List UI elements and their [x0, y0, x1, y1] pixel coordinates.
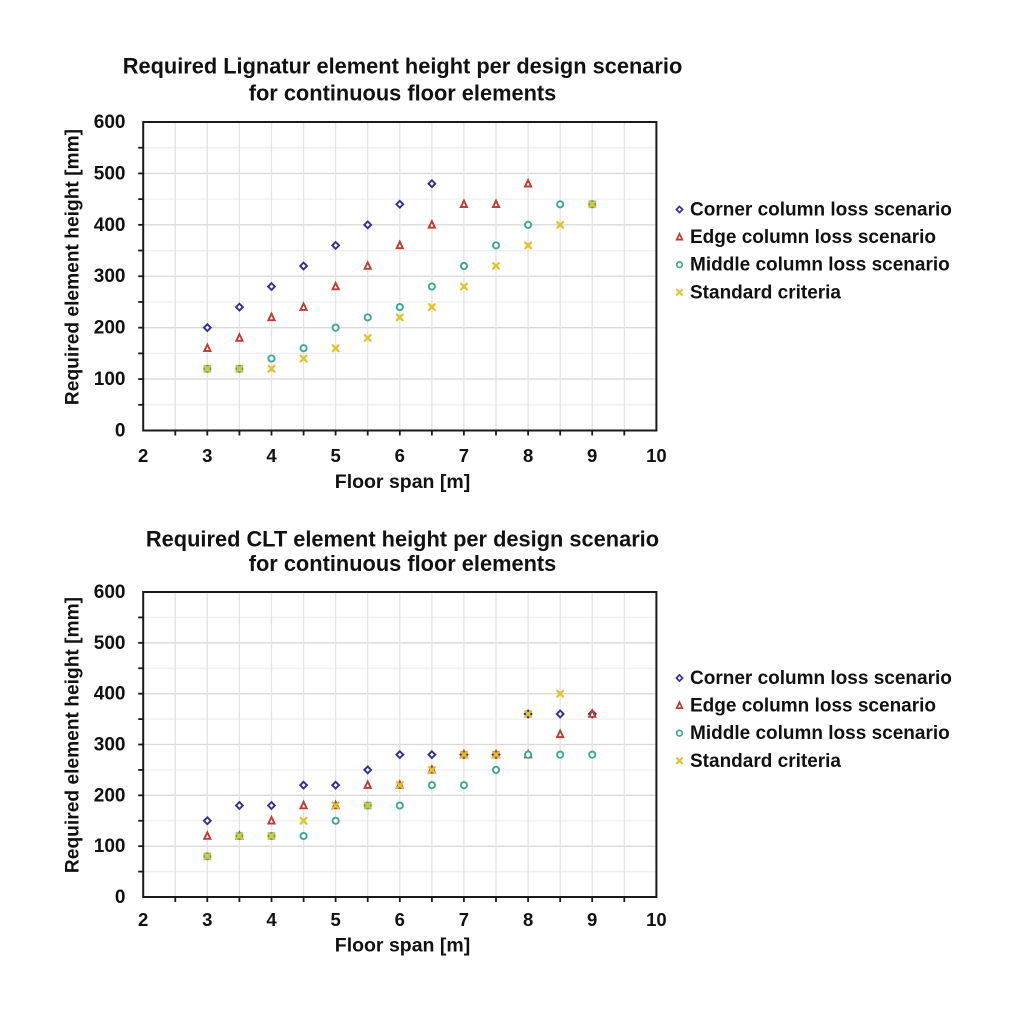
svg-text:Middle column loss scenario: Middle column loss scenario: [690, 723, 950, 744]
svg-text:Corner column loss scenario: Corner column loss scenario: [690, 200, 952, 221]
svg-text:7: 7: [459, 909, 469, 930]
svg-text:300: 300: [94, 735, 126, 756]
svg-text:Corner column loss scenario: Corner column loss scenario: [690, 668, 952, 689]
svg-text:400: 400: [94, 684, 126, 705]
svg-text:600: 600: [94, 112, 126, 133]
svg-text:9: 9: [587, 909, 597, 930]
svg-text:200: 200: [94, 785, 126, 806]
svg-text:4: 4: [266, 909, 277, 930]
svg-text:Edge column loss scenario: Edge column loss scenario: [690, 696, 936, 717]
svg-text:for continuous floor elements: for continuous floor elements: [249, 551, 557, 576]
svg-text:200: 200: [94, 318, 126, 339]
svg-text:Required Lignatur element heig: Required Lignatur element height per des…: [123, 54, 683, 79]
svg-text:Middle column loss scenario: Middle column loss scenario: [690, 255, 950, 276]
svg-text:500: 500: [94, 633, 126, 654]
svg-text:3: 3: [202, 445, 212, 466]
svg-text:5: 5: [330, 909, 340, 930]
svg-text:for continuous floor elements: for continuous floor elements: [249, 81, 557, 106]
svg-text:100: 100: [94, 836, 126, 857]
svg-text:7: 7: [459, 445, 469, 466]
svg-text:Required element height [mm]: Required element height [mm]: [63, 129, 84, 405]
svg-text:500: 500: [94, 163, 126, 184]
svg-text:0: 0: [115, 421, 126, 442]
svg-text:9: 9: [587, 445, 597, 466]
svg-text:300: 300: [94, 266, 126, 287]
svg-text:100: 100: [94, 369, 126, 390]
svg-text:Floor span [m]: Floor span [m]: [335, 471, 470, 493]
svg-text:8: 8: [523, 445, 533, 466]
svg-text:Required CLT element height pe: Required CLT element height per design s…: [146, 527, 659, 552]
svg-text:2: 2: [138, 909, 148, 930]
svg-text:Standard criteria: Standard criteria: [690, 751, 841, 772]
svg-text:Required element height [mm]: Required element height [mm]: [63, 597, 84, 873]
svg-text:Edge column loss scenario: Edge column loss scenario: [690, 227, 936, 248]
svg-text:Floor span [m]: Floor span [m]: [335, 935, 470, 957]
svg-text:4: 4: [266, 445, 277, 466]
svg-text:6: 6: [395, 909, 405, 930]
svg-text:2: 2: [138, 445, 148, 466]
svg-text:400: 400: [94, 215, 126, 236]
svg-text:10: 10: [646, 445, 667, 466]
svg-text:3: 3: [202, 909, 212, 930]
svg-text:600: 600: [94, 582, 126, 603]
svg-text:8: 8: [523, 909, 533, 930]
svg-text:0: 0: [115, 887, 126, 908]
svg-text:6: 6: [395, 445, 405, 466]
svg-text:10: 10: [646, 909, 667, 930]
svg-text:Standard criteria: Standard criteria: [690, 282, 841, 303]
svg-text:5: 5: [330, 445, 340, 466]
